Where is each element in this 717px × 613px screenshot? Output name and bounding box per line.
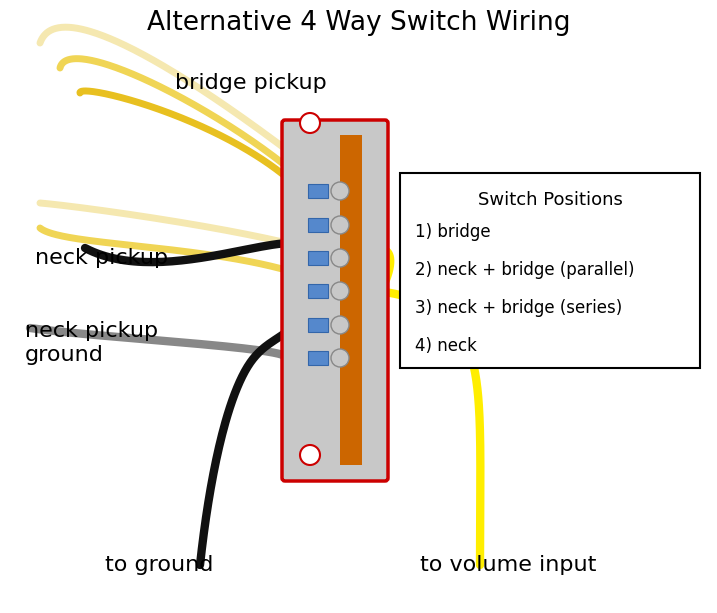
Bar xyxy=(308,251,328,265)
Circle shape xyxy=(331,182,349,200)
Text: 1) bridge: 1) bridge xyxy=(415,223,490,241)
Text: Alternative 4 Way Switch Wiring: Alternative 4 Way Switch Wiring xyxy=(147,10,570,36)
Bar xyxy=(308,318,328,332)
Text: to ground: to ground xyxy=(105,555,214,575)
Text: 2) neck + bridge (parallel): 2) neck + bridge (parallel) xyxy=(415,261,635,279)
Bar xyxy=(308,218,328,232)
Circle shape xyxy=(300,445,320,465)
Text: 4) neck: 4) neck xyxy=(415,337,477,355)
Bar xyxy=(400,173,700,368)
Text: neck pickup: neck pickup xyxy=(35,248,168,268)
Text: 3) neck + bridge (series): 3) neck + bridge (series) xyxy=(415,299,622,317)
Text: Switch Positions: Switch Positions xyxy=(478,191,622,209)
Text: neck pickup
ground: neck pickup ground xyxy=(25,321,158,365)
Bar xyxy=(308,284,328,298)
Text: to volume input: to volume input xyxy=(420,555,597,575)
Circle shape xyxy=(331,249,349,267)
Circle shape xyxy=(331,216,349,234)
FancyBboxPatch shape xyxy=(282,120,388,481)
Circle shape xyxy=(300,113,320,133)
Circle shape xyxy=(331,282,349,300)
Text: bridge pickup: bridge pickup xyxy=(175,73,327,93)
Bar xyxy=(308,184,328,198)
Circle shape xyxy=(331,349,349,367)
Circle shape xyxy=(331,316,349,334)
Bar xyxy=(340,135,362,465)
Bar xyxy=(308,351,328,365)
